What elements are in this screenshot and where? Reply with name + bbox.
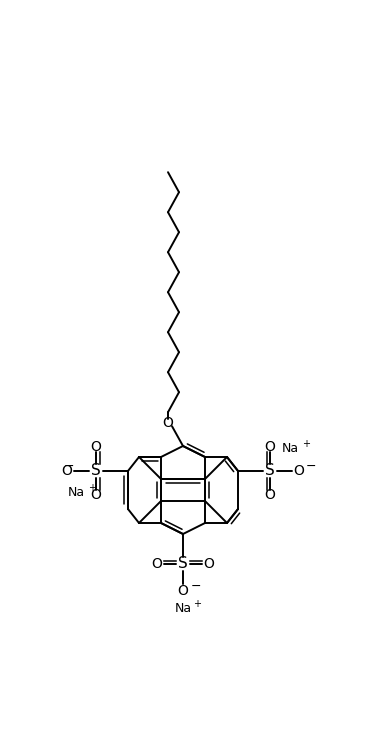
Text: S: S <box>91 463 101 478</box>
Text: O: O <box>265 440 275 454</box>
Text: Na: Na <box>68 486 85 500</box>
Text: O: O <box>90 440 101 454</box>
Text: Na: Na <box>282 443 299 455</box>
Text: Na: Na <box>175 602 192 615</box>
Text: O: O <box>265 488 275 502</box>
Text: +: + <box>193 599 201 609</box>
Text: O: O <box>163 416 173 430</box>
Text: −: − <box>63 460 74 472</box>
Text: −: − <box>306 460 317 472</box>
Text: O: O <box>204 557 214 571</box>
Text: S: S <box>178 556 188 571</box>
Text: O: O <box>177 584 189 598</box>
Text: +: + <box>88 483 96 493</box>
Text: O: O <box>62 464 72 478</box>
Text: O: O <box>90 488 101 502</box>
Text: +: + <box>302 439 310 449</box>
Text: −: − <box>191 579 201 593</box>
Text: S: S <box>265 463 275 478</box>
Text: O: O <box>152 557 162 571</box>
Text: O: O <box>294 464 304 478</box>
